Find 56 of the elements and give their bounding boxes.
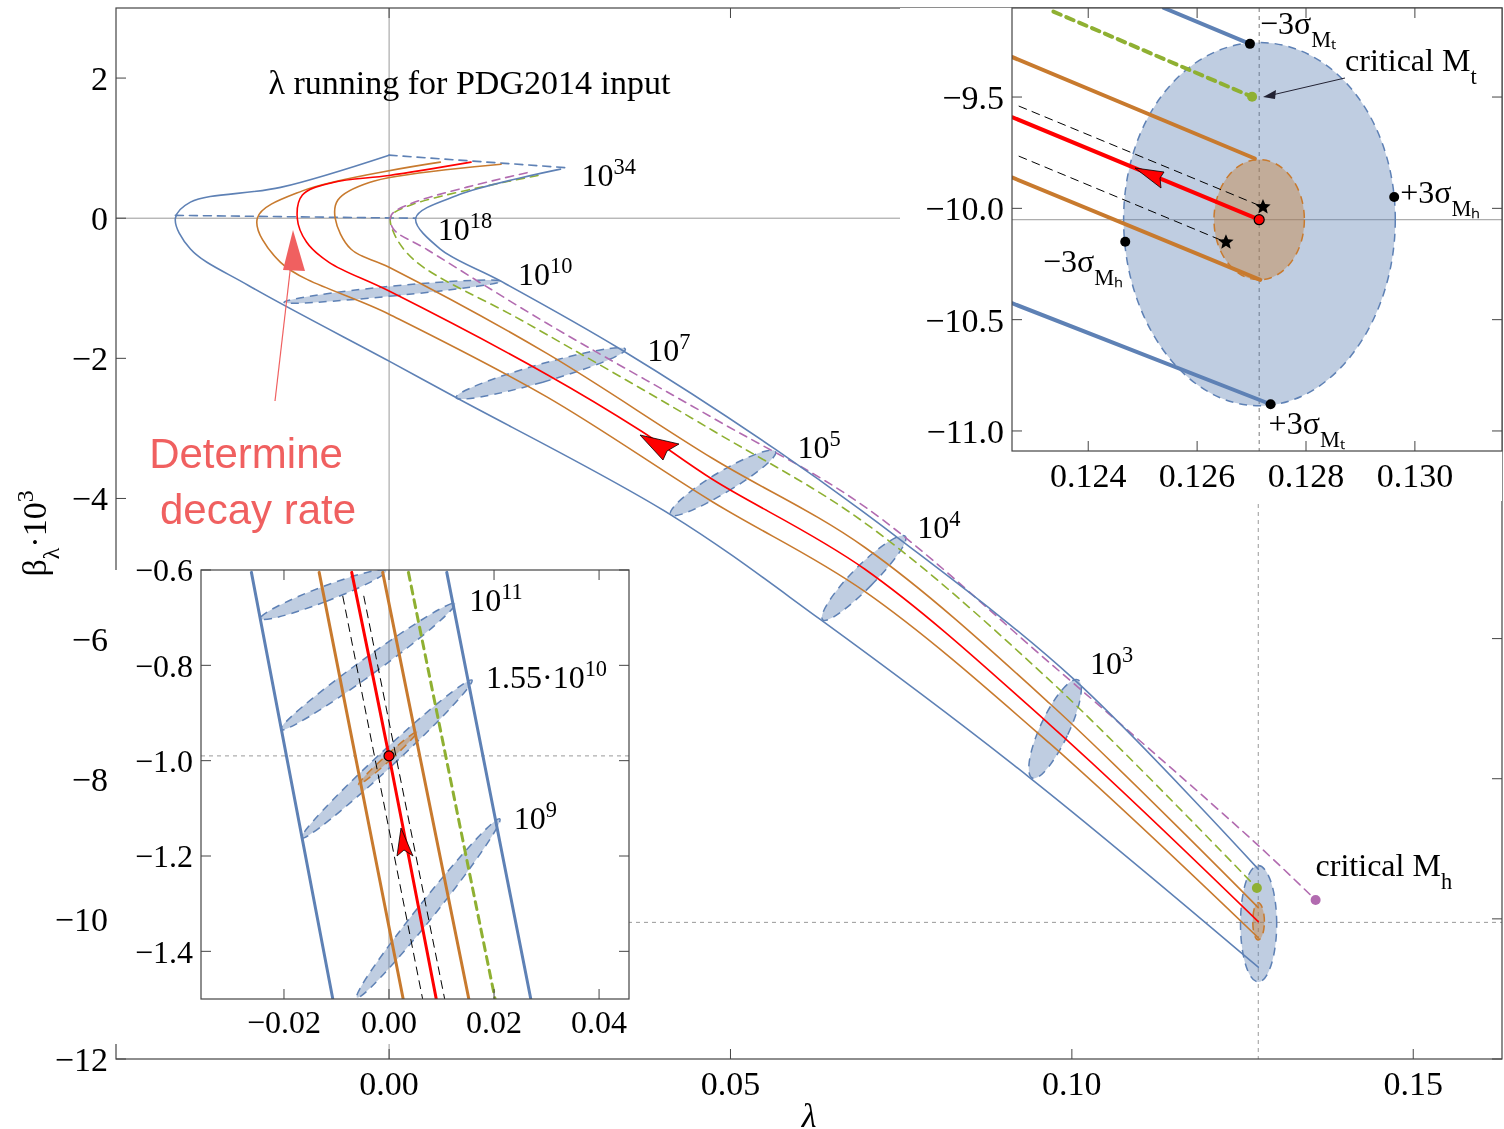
x-tick-label: 0.04	[571, 1004, 628, 1040]
point	[1120, 236, 1131, 247]
y-tick-label: −0.6	[134, 552, 193, 589]
point	[1244, 38, 1255, 49]
x-tick-label: 0.124	[1049, 457, 1127, 494]
x-tick-label: 0.10	[1042, 1065, 1102, 1102]
y-tick-label: 0	[91, 200, 108, 238]
y-tick-label: −6	[71, 620, 108, 658]
annotation: 10$^{10}$	[518, 252, 573, 293]
point	[1255, 199, 1271, 214]
annotation: 10$^{4}$	[917, 505, 961, 546]
y-tick-label: 2	[91, 59, 108, 97]
y-tick-label: −9.5	[942, 78, 1004, 116]
x-tick-label: 0.02	[466, 1004, 523, 1040]
annotation: +3σ$_{Mₜ}$	[1268, 405, 1345, 452]
y-tick-label: −0.8	[134, 647, 193, 684]
y-tick-label: −10.5	[925, 301, 1004, 339]
annotation: 10$^{34}$	[581, 153, 637, 193]
point	[1247, 91, 1258, 102]
annotation: 10$^{5}$	[797, 425, 841, 465]
annotation: 1.55·10$^{10}$	[485, 655, 608, 696]
y-tick-label: −4	[71, 480, 108, 518]
point	[1218, 234, 1234, 249]
annotation: 10$^{9}$	[513, 796, 558, 836]
y-tick-label: −8	[71, 760, 108, 798]
y-tick-label: −10.0	[925, 190, 1004, 228]
x-tick-label: 0.00	[361, 1004, 417, 1040]
annotation: 10$^{3}$	[1090, 641, 1134, 681]
point	[1389, 192, 1400, 202]
y-tick-label: −2	[71, 340, 108, 378]
x-tick-label: 0.15	[1383, 1065, 1443, 1102]
x-tick-label: 0.130	[1376, 457, 1454, 494]
y-tick-label: −10	[54, 900, 108, 938]
y-tick-label: −11.0	[926, 412, 1004, 450]
annotation: 10$^{18}$	[437, 207, 493, 248]
x-tick-label: −0.02	[246, 1004, 321, 1040]
annotation: critical M$_{h}$	[1315, 846, 1453, 894]
point	[1265, 399, 1276, 410]
x-tick-label: 0.00	[359, 1065, 419, 1102]
y-tick-label: −1.0	[134, 742, 193, 779]
y-tick-label: −12	[54, 1040, 108, 1078]
point	[1253, 214, 1265, 226]
annotation: 10$^{7}$	[647, 328, 691, 369]
x-axis-title: λ	[800, 1097, 817, 1129]
annotation: −3σ$_{Mₜ}$	[1259, 4, 1337, 52]
text: λ running for PDG2014 input	[268, 64, 671, 101]
annotation: +3σ$_{Mₕ}$	[1400, 174, 1481, 221]
x-tick-label: 0.128	[1267, 457, 1345, 494]
x-tick-label: 0.126	[1158, 457, 1236, 494]
x-tick-label: 0.05	[700, 1065, 761, 1102]
annotation: Determine decay rate	[149, 430, 357, 533]
annotation: 10$^{11}$	[469, 578, 523, 619]
y-tick-label: −1.2	[134, 838, 193, 875]
annotation: critical M$_{t}$	[1345, 41, 1478, 89]
annotation: −3σ$_{Mₕ}$	[1043, 242, 1124, 290]
y-tick-label: −1.4	[134, 933, 193, 970]
